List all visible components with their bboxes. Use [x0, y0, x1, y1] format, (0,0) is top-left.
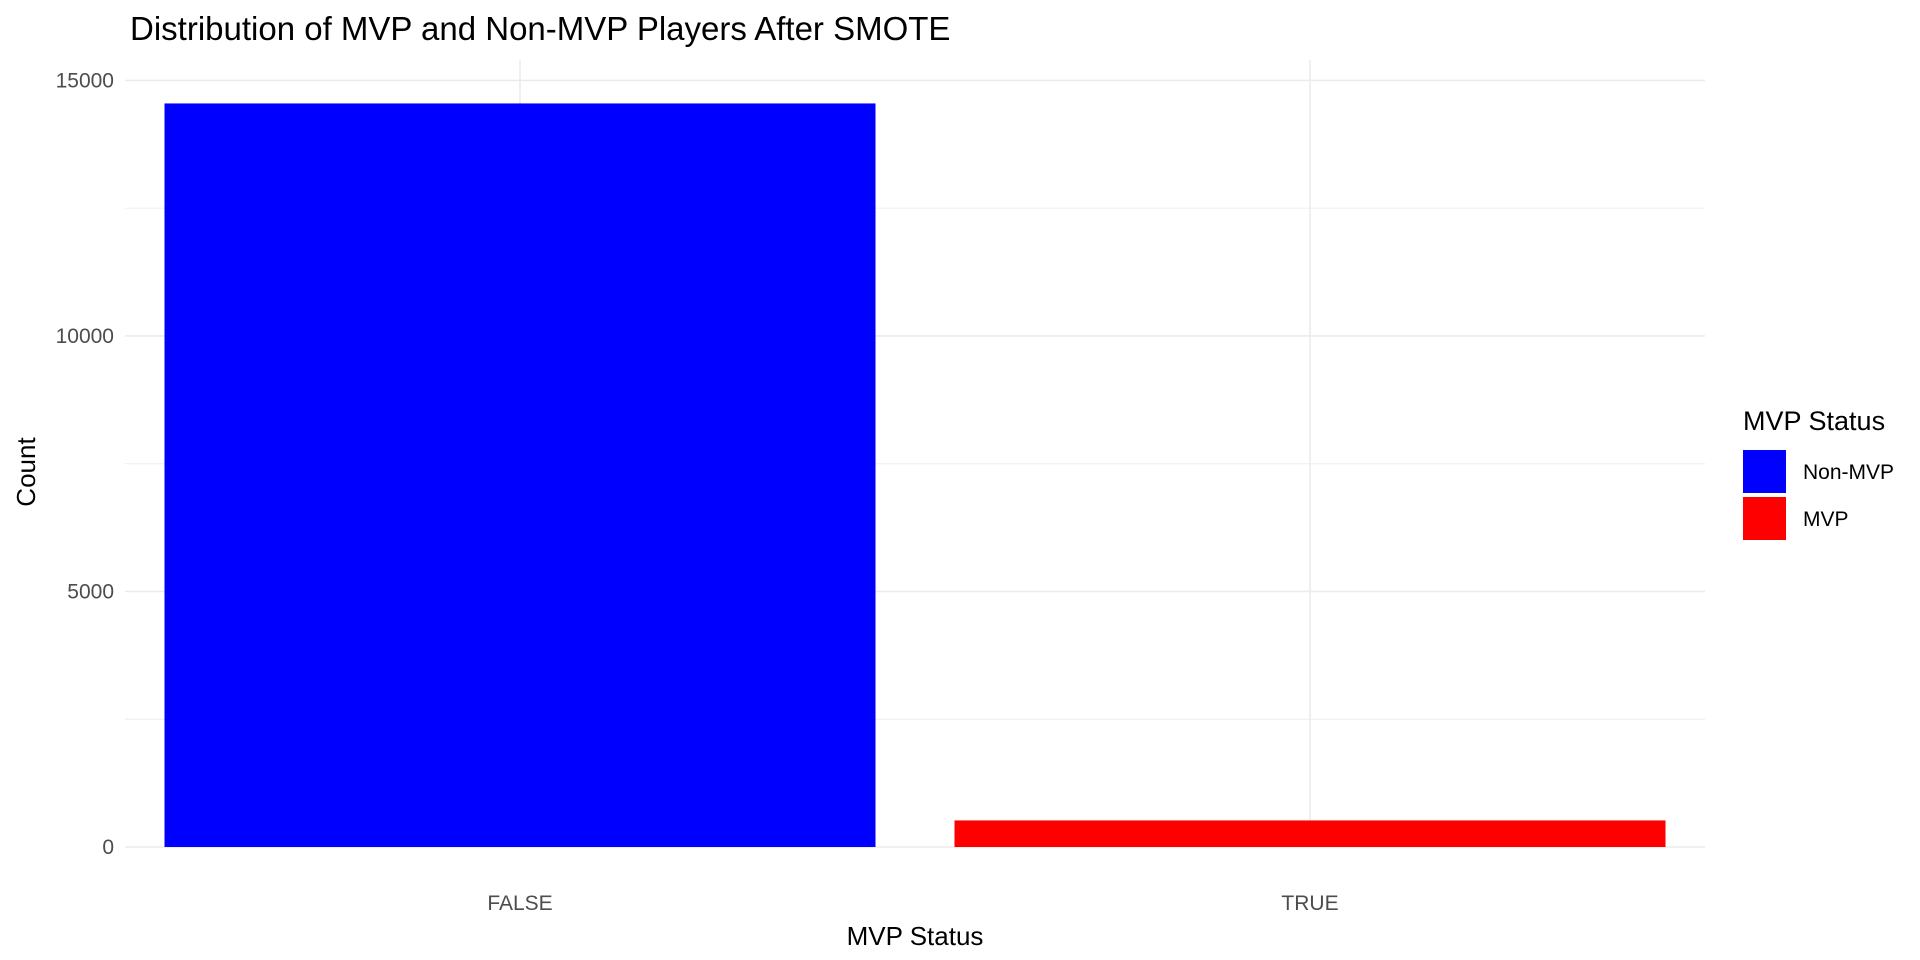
- x-tick-label: TRUE: [1281, 892, 1338, 915]
- legend-title: MVP Status: [1743, 406, 1885, 436]
- x-axis-ticks: FALSE TRUE: [487, 892, 1338, 915]
- bars-group: [164, 103, 1666, 848]
- bar-true: [954, 820, 1666, 847]
- x-tick-label: FALSE: [487, 892, 552, 915]
- y-tick-label: 10000: [56, 325, 114, 348]
- chart-title: Distribution of MVP and Non-MVP Players …: [130, 10, 950, 47]
- legend-key-non-mvp: [1743, 450, 1786, 493]
- y-axis-ticks: 0 5000 10000 15000: [56, 69, 114, 859]
- legend-label: MVP: [1803, 508, 1849, 531]
- legend: MVP Status Non-MVP MVP: [1743, 406, 1894, 540]
- legend-label: Non-MVP: [1803, 461, 1894, 484]
- y-tick-label: 0: [102, 836, 114, 859]
- y-tick-label: 5000: [67, 580, 114, 603]
- x-axis-title: MVP Status: [847, 921, 984, 951]
- y-tick-label: 15000: [56, 69, 114, 92]
- bar-false: [164, 103, 876, 848]
- y-axis-title: Count: [11, 437, 41, 507]
- legend-key-mvp: [1743, 497, 1786, 540]
